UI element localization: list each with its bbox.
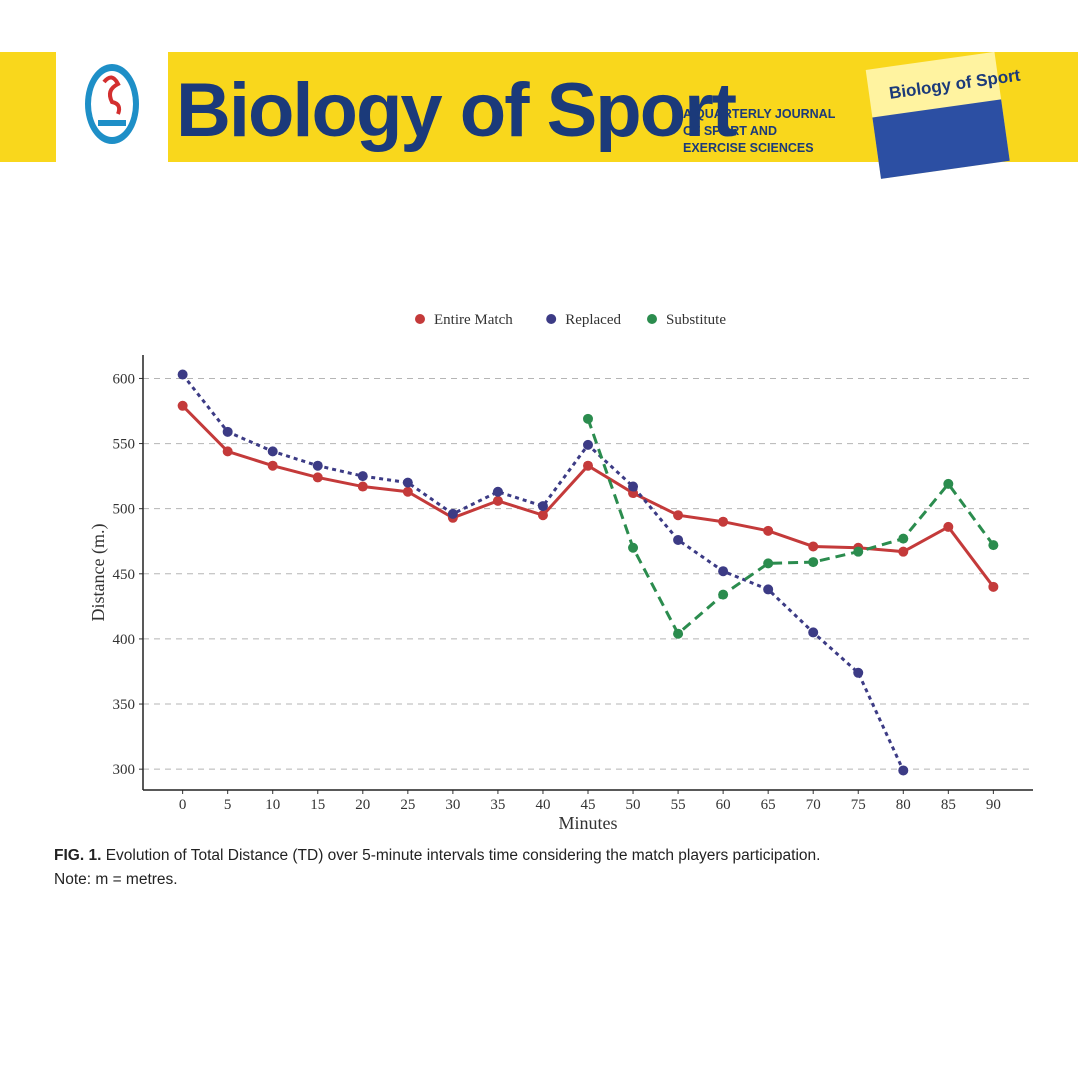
series-line [181,404,995,588]
x-tick-label: 65 [761,797,776,813]
caption: FIG. 1. Evolution of Total Distance (TD)… [54,847,820,864]
caption-text: Evolution of Total Distance (TD) over 5-… [106,847,821,864]
data-point [222,426,233,437]
data-point [673,510,684,521]
legend-swatch [647,314,657,324]
chart: 300 350 400 450 500 550 600 0 5 10 15 20 25 30 35 40 45 5… [88,312,1033,833]
data-point [628,481,639,492]
data-point [402,477,413,488]
x-axis-label: Minutes [558,813,617,833]
x-tick-label: 5 [224,797,232,813]
data-point [447,508,458,519]
data-point [267,446,278,457]
series-line [181,373,905,772]
y-tick-label: 450 [113,567,136,583]
logo [85,64,139,144]
data-point [898,546,909,557]
data-point [898,533,909,544]
data-point [492,486,503,497]
y-tick-label: 400 [113,632,136,648]
data-point [357,471,368,482]
x-tick-label: 20 [355,797,370,813]
y-tick-label: 500 [113,502,136,518]
journal-subtitle: EXERCISE SCIENCES [683,141,814,155]
x-tick-label: 70 [806,797,821,813]
x-tick-label: 15 [310,797,325,813]
cover: Biology of Sport [865,51,1022,179]
data-point [763,584,774,595]
y-tick-label: 350 [113,697,136,713]
legend-swatch [546,314,557,324]
x-tick-label: 55 [671,797,686,813]
x-tick-label: 45 [581,797,596,813]
data-point [808,541,819,552]
data-point [177,400,188,411]
data-point [673,534,684,545]
data-point [763,525,774,536]
data-point [492,495,503,506]
data-point [177,369,188,380]
legend-label: Entire Match [434,312,513,328]
legend-label: Substitute [666,312,726,328]
x-tick-label: 30 [445,797,460,813]
header-band-left [0,52,56,162]
data-point [808,557,819,568]
x-tick-label: 0 [179,797,187,813]
y-tick-label: 300 [113,762,136,778]
data-point [898,765,909,776]
data-point [718,589,729,600]
data-point [583,460,593,471]
journal-subtitle: A QUARTERLY JOURNAL [683,107,836,121]
data-point [853,667,864,678]
journal-title: Biology of Sport [176,68,737,153]
data-point [943,521,954,532]
data-point [537,501,548,512]
x-tick-label: 80 [896,797,911,813]
y-tick-label: 600 [113,371,136,387]
x-tick-label: 50 [626,797,641,813]
journal-subtitle: OF SPORT AND [683,124,777,138]
data-point [853,546,864,557]
data-point [808,627,819,638]
data-point [673,628,684,639]
data-point [583,439,593,450]
data-point [537,510,548,521]
x-tick-label: 90 [986,797,1001,813]
legend-swatch [415,314,425,324]
caption-label: FIG. 1. [54,847,101,864]
legend: Entire Match Replaced Substitute [415,312,726,328]
caption-note: Note: m = metres. [54,871,178,888]
data-point [988,581,999,592]
data-point [718,516,729,527]
data-point [583,413,593,424]
data-point [628,542,639,553]
data-point [718,566,729,577]
x-tick-label: 60 [716,797,731,813]
data-point [357,481,368,492]
data-point [402,486,413,497]
x-tick-label: 10 [265,797,280,813]
x-tick-label: 75 [851,797,866,813]
data-point [943,478,954,489]
data-point [312,460,323,471]
y-axis-label: Distance (m.) [88,524,109,622]
x-tick-label: 25 [400,797,415,813]
x-tick-label: 35 [490,797,505,813]
legend-label: Replaced [565,312,621,328]
data-point [222,446,233,457]
x-tick-label: 85 [941,797,956,813]
x-tick-label: 40 [535,797,550,813]
data-point [312,472,323,483]
y-tick-label: 550 [113,437,136,453]
series-line [586,418,995,637]
data-point [988,540,999,551]
data-point [267,460,278,471]
data-point [763,558,774,569]
